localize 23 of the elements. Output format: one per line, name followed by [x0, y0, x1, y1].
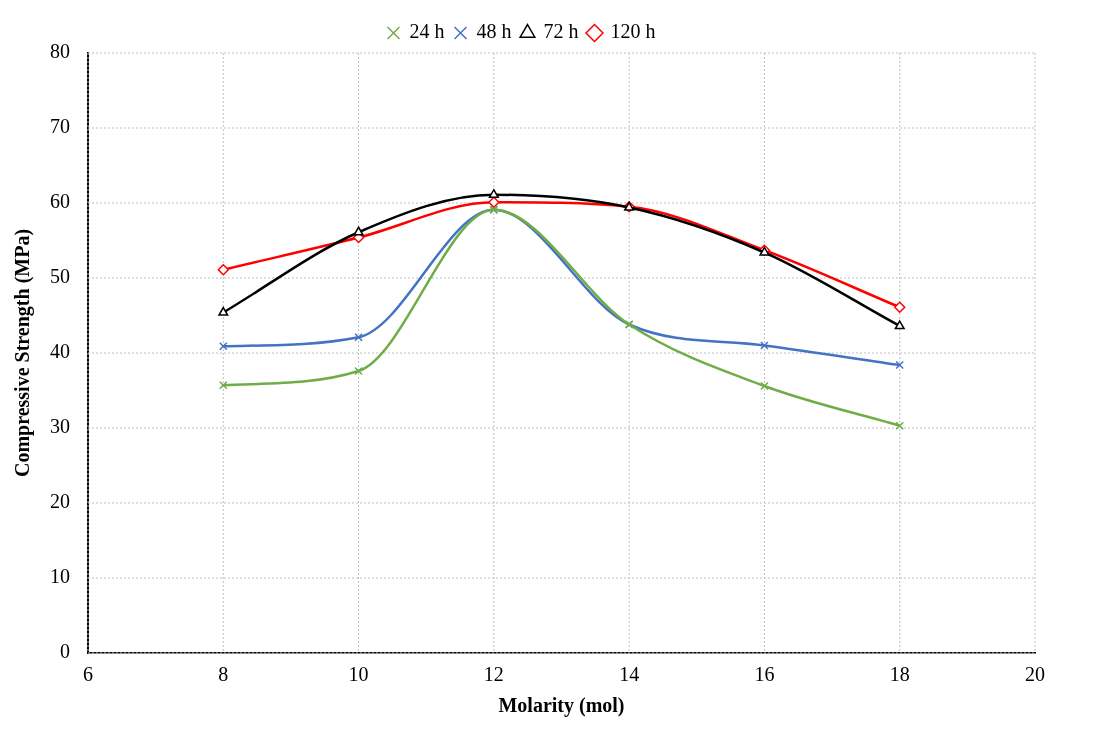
x-tick-label: 20 [1025, 663, 1045, 686]
y-tick-label: 50 [50, 265, 70, 288]
legend-label: 48 h [476, 20, 512, 43]
y-tick-label: 70 [50, 115, 70, 138]
x-tick-label: 16 [754, 663, 775, 686]
y-tick-label: 80 [50, 40, 70, 63]
x-tick-label: 10 [348, 663, 369, 686]
y-tick-label: 40 [50, 340, 70, 363]
y-tick-label: 0 [60, 640, 70, 663]
legend-label: 120 h [610, 20, 656, 43]
y-axis-title: Compressive Strength (MPa) [11, 228, 35, 478]
x-tick-label: 18 [889, 663, 910, 686]
x-tick-label: 8 [218, 663, 229, 686]
x-tick-label: 12 [483, 663, 504, 686]
y-tick-label: 60 [50, 190, 70, 213]
y-tick-label: 30 [50, 415, 70, 438]
legend-label: 72 h [543, 20, 579, 43]
x-axis-title: Molarity (mol) [498, 694, 625, 718]
x-tick-label: 14 [619, 663, 640, 686]
x-tick-label: 6 [83, 663, 93, 686]
legend-label: 24 h [409, 20, 445, 43]
y-tick-label: 20 [50, 490, 70, 513]
y-tick-label: 10 [50, 565, 70, 588]
